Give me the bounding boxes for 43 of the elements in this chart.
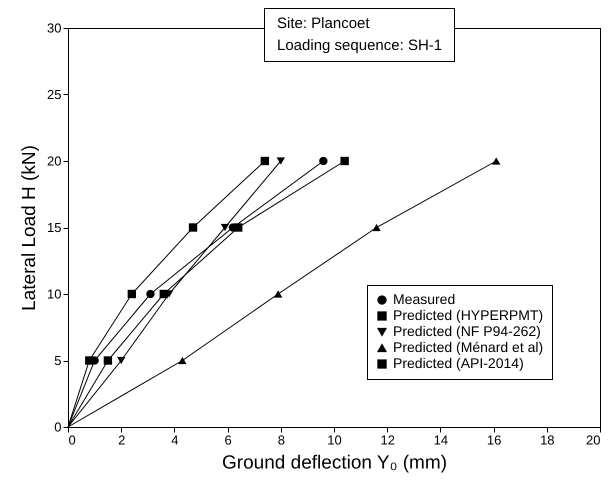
y-tick-label: 5: [54, 353, 62, 368]
y-tick-label: 0: [54, 420, 62, 434]
x-axis-title: Ground deflection Y₀ (mm): [222, 452, 448, 474]
point: [340, 156, 349, 166]
point: [319, 156, 328, 166]
x-tick-label: 20: [586, 432, 600, 448]
legend-label: Predicted (HYPERPMT): [393, 307, 544, 323]
point: [146, 290, 155, 298]
x-tick-label: 18: [540, 432, 555, 448]
point: [220, 224, 230, 232]
point: [117, 356, 126, 364]
annotation: Loading sequence: SH-1: [277, 36, 442, 56]
point: [260, 156, 270, 166]
point: [274, 290, 282, 298]
point: [276, 157, 285, 165]
x-tick-label: 4: [171, 432, 179, 448]
y-tick-label: 15: [47, 220, 62, 235]
point: [85, 356, 94, 365]
x-tick-label: 8: [278, 432, 285, 448]
annotation: Site: Plancoet: [277, 14, 371, 34]
x-tick-label: 2: [118, 432, 126, 448]
x-tick-label: 6: [224, 432, 232, 448]
point: [128, 290, 136, 298]
legend-label: Predicted (API-2014): [393, 355, 524, 371]
point: [188, 223, 198, 232]
x-tick-label: 0: [68, 432, 76, 448]
y-tick-label: 20: [47, 154, 62, 168]
y-tick-label: 30: [47, 20, 62, 36]
legend-label: Predicted (Ménard et al): [393, 339, 544, 355]
legend-label: Measured: [393, 291, 456, 307]
x-tick-label: 10: [327, 432, 342, 448]
point: [492, 157, 500, 165]
x-tick-label: 12: [380, 432, 395, 448]
legend-label: Predicted (NF P94-262): [393, 323, 541, 339]
point: [372, 224, 381, 232]
point: [104, 356, 112, 365]
x-tick-label: 16: [486, 432, 502, 448]
y-tick-label: 25: [47, 87, 62, 102]
y-axis-title: Lateral Load H (kN): [19, 145, 40, 311]
point: [178, 356, 187, 364]
point: [234, 223, 242, 232]
x-tick-label: 14: [434, 432, 448, 448]
y-tick-label: 10: [47, 286, 62, 302]
